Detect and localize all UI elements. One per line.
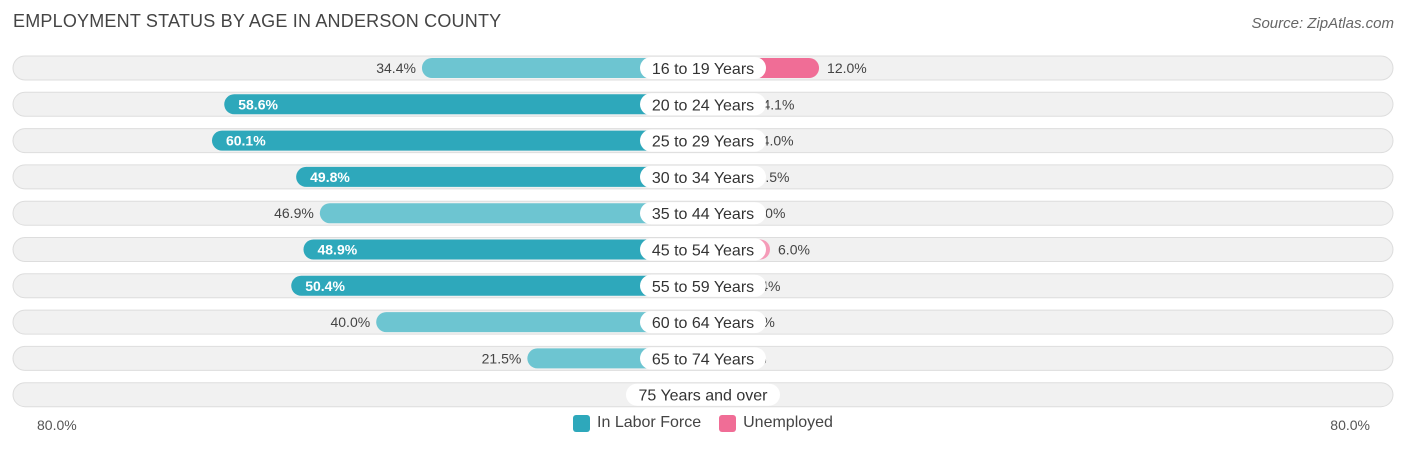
labor-force-bar	[291, 275, 703, 296]
category-label: 25 to 29 Years	[652, 134, 754, 151]
legend-item-labor-force[interactable]: In Labor Force	[573, 414, 701, 432]
category-pill	[640, 238, 766, 261]
labor-force-value-label: 60.1%	[226, 133, 266, 149]
labor-force-bar	[224, 94, 703, 115]
legend-label-labor-force: In Labor Force	[597, 414, 702, 431]
labor-force-value-label: 40.0%	[330, 314, 370, 330]
legend-label-unemployed: Unemployed	[743, 414, 833, 431]
category-label: 75 Years and over	[639, 388, 769, 405]
category-pill	[640, 311, 766, 334]
labor-force-bar	[296, 166, 703, 187]
category-pill	[640, 202, 766, 225]
legend: In Labor Force Unemployed	[0, 414, 1406, 432]
category-pill	[626, 383, 780, 406]
category-label: 60 to 64 Years	[652, 315, 754, 332]
source-label: Source: ZipAtlas.com	[1251, 15, 1394, 32]
category-label: 30 to 34 Years	[652, 170, 754, 187]
labor-force-bar	[211, 130, 703, 151]
legend-swatch-labor-force	[573, 414, 591, 432]
category-label: 16 to 19 Years	[652, 61, 754, 78]
labor-force-value-label: 46.9%	[274, 205, 314, 221]
legend-swatch-unemployed	[719, 414, 737, 432]
category-label: 35 to 44 Years	[652, 206, 754, 223]
labor-force-value-label: 48.9%	[317, 242, 357, 258]
category-pill	[640, 57, 766, 79]
labor-force-value-label: 58.6%	[238, 96, 278, 112]
category-label: 45 to 54 Years	[652, 243, 754, 260]
unemployed-value-label: 4.0%	[762, 133, 794, 149]
category-label: 55 to 59 Years	[652, 279, 754, 296]
unemployed-value-label: 6.0%	[778, 242, 810, 258]
labor-force-bar	[303, 239, 703, 260]
unemployed-value-label: 12.0%	[827, 60, 867, 76]
category-pill	[640, 93, 766, 116]
category-pill	[640, 165, 766, 188]
legend-item-unemployed[interactable]: Unemployed	[719, 414, 833, 432]
category-pill	[640, 129, 766, 152]
labor-force-bar	[319, 203, 703, 224]
chart-canvas: 34.4% 12.0% 16 to 19 Years 58.6% 4.1% 20 to 2…	[12, 55, 1394, 408]
labor-force-value-label: 21.5%	[482, 350, 522, 366]
unemployed-value-label: 3.5%	[758, 169, 790, 185]
unemployed-value-label: 4.1%	[762, 96, 794, 112]
labor-force-value-label: 34.4%	[376, 60, 416, 76]
axis-left-label: 80.0%	[37, 417, 77, 433]
labor-force-value-label: 50.4%	[305, 278, 345, 294]
category-pill	[640, 274, 766, 297]
category-label: 20 to 24 Years	[652, 97, 754, 114]
labor-force-bar	[376, 312, 703, 333]
labor-force-bar	[421, 58, 703, 78]
axis-right-label: 80.0%	[1330, 417, 1370, 433]
category-pill	[640, 347, 766, 370]
category-label: 65 to 74 Years	[652, 351, 754, 368]
chart-title: EMPLOYMENT STATUS BY AGE IN ANDERSON COU…	[13, 11, 502, 31]
labor-force-value-label: 49.8%	[310, 169, 350, 185]
